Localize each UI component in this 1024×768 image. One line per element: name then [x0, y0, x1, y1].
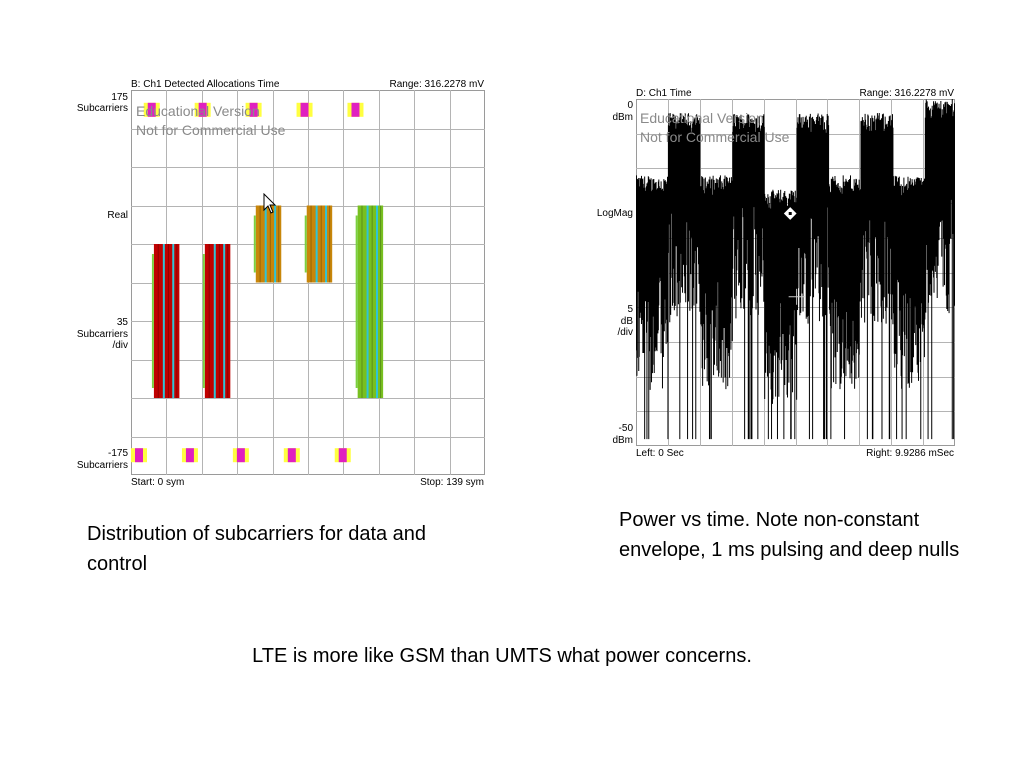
allocation-edge	[320, 205, 322, 283]
y-top-unit: dBm	[612, 112, 633, 123]
allocation-edge-marker	[253, 215, 256, 273]
chart-title: B: Ch1 Detected Allocations Time	[131, 79, 280, 90]
allocation-plot	[131, 90, 485, 475]
allocation-edge	[361, 205, 363, 398]
y-bottom-unit: dBm	[612, 435, 633, 446]
mouse-pointer-icon	[263, 193, 277, 214]
y-top-value: 175	[111, 92, 128, 103]
control-marker-center	[147, 102, 156, 117]
watermark-line2: Not for Commercial Use	[136, 122, 286, 138]
allocation-edge	[269, 205, 271, 283]
x-stop-label: Stop: 139 sym	[420, 477, 484, 488]
allocation-edge	[329, 205, 331, 283]
marker-diamond-center	[788, 212, 792, 216]
y-scale-value: 35	[116, 317, 128, 328]
right-caption: Power vs time. Note non-constant envelop…	[619, 509, 960, 561]
allocation-edge	[218, 244, 220, 398]
control-marker-center	[185, 448, 194, 463]
allocation-stripe	[162, 244, 165, 398]
y-scale-unit: dB	[620, 316, 633, 327]
watermark-line2: Not for Commercial Use	[640, 129, 790, 145]
y-scale-div: /div	[112, 340, 128, 351]
bottom-caption: LTE is more like GSM than UMTS what powe…	[252, 645, 752, 667]
watermark-line1: Educational Version	[640, 110, 764, 126]
allocation-edge	[371, 205, 373, 398]
allocation-edge-marker	[304, 215, 307, 273]
allocation-block	[357, 205, 384, 398]
allocation-edge	[227, 244, 229, 398]
allocation-edge	[278, 205, 280, 283]
allocation-edge	[176, 244, 178, 398]
allocation-edge-marker	[151, 254, 154, 388]
allocation-edge	[167, 244, 169, 398]
control-marker-center	[300, 102, 309, 117]
range-label: Range: 316.2278 mV	[389, 79, 484, 90]
x-start-label: Start: 0 sym	[131, 477, 185, 488]
control-marker-center	[236, 448, 245, 463]
y-bottom-value: -175	[107, 448, 128, 459]
allocation-stripe	[315, 205, 318, 283]
y-bottom-value: -50	[618, 423, 633, 434]
allocation-stripe	[223, 244, 226, 398]
power-trace	[636, 99, 955, 440]
allocation-block	[204, 244, 231, 398]
allocation-edge-marker	[355, 215, 358, 388]
allocation-block	[306, 205, 333, 283]
allocation-edge	[259, 205, 261, 283]
allocation-edge	[310, 205, 312, 283]
control-marker-center	[249, 102, 258, 117]
allocation-edge	[380, 205, 382, 398]
y-axis-label: LogMag	[596, 208, 633, 219]
allocation-edge	[208, 244, 210, 398]
control-marker-center	[351, 102, 360, 117]
allocation-stripe	[172, 244, 175, 398]
y-scale-div: /div	[617, 327, 633, 338]
allocation-stripe	[325, 205, 328, 283]
y-bottom-unit: Subcarriers	[76, 460, 128, 471]
allocation-block	[153, 244, 180, 398]
chart-title: D: Ch1 Time	[636, 88, 692, 99]
control-marker-center	[198, 102, 207, 117]
y-top-unit: Subcarriers	[76, 103, 128, 114]
y-top-value: 0	[627, 100, 633, 111]
y-scale-unit: Subcarriers	[76, 329, 128, 340]
allocation-stripe	[264, 205, 267, 283]
range-label: Range: 316.2278 mV	[859, 88, 954, 99]
allocation-stripe	[375, 205, 378, 398]
x-start-label: Left: 0 Sec	[636, 448, 684, 459]
allocation-stripe	[366, 205, 369, 398]
watermark-line1: Educational Version	[136, 103, 260, 119]
control-marker-center	[287, 448, 296, 463]
control-marker-center	[135, 448, 143, 463]
allocation-block	[255, 205, 282, 283]
x-stop-label: Right: 9.9286 mSec	[866, 448, 954, 459]
left-caption: Distribution of subcarriers for data and…	[87, 523, 427, 575]
y-scale-value: 5	[627, 304, 633, 315]
control-marker-center	[338, 448, 347, 463]
allocation-stripe	[274, 205, 277, 283]
allocation-edge	[157, 244, 159, 398]
allocation-stripe	[213, 244, 216, 398]
power-plot	[636, 99, 955, 446]
y-axis-label: Real	[107, 210, 128, 221]
allocation-edge-marker	[202, 254, 205, 388]
